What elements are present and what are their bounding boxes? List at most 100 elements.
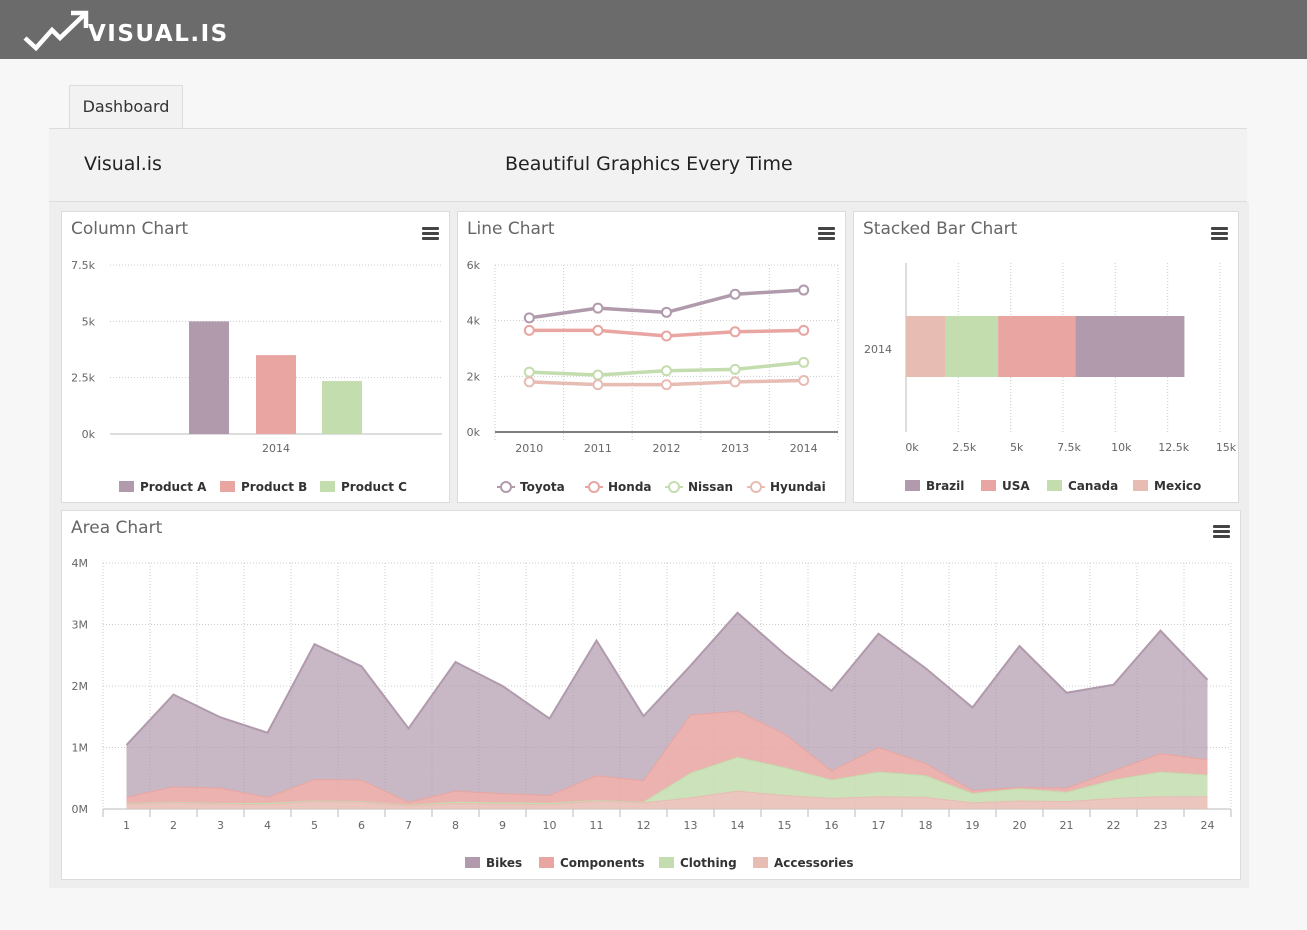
line-point: [729, 376, 741, 388]
area-x-tick-label: 19: [966, 819, 980, 832]
line-point: [661, 379, 672, 391]
area-y-tick-label: 4M: [72, 557, 89, 570]
line-point: [661, 306, 672, 318]
area-x-tick-label: 24: [1201, 819, 1215, 832]
area-x-tick-label: 7: [405, 819, 412, 832]
line-legend-marker: [588, 481, 600, 493]
area-chart-panel: Area Chart 0M 1M 2M 3M 4M 1 2 3 4 5 6 7 8 9 10 11 12 13 14…: [61, 510, 1241, 880]
area-legend-label: Components: [560, 856, 645, 870]
stacked-y-tick-label: 2014: [864, 343, 892, 356]
stacked-legend-swatch: [1133, 480, 1148, 491]
stacked-bar-segment-canada: [945, 316, 999, 377]
area-chart-title: Area Chart: [71, 518, 163, 538]
column-legend-label: Product A: [140, 480, 207, 494]
stacked-legend-swatch: [905, 480, 920, 491]
trend-arrow-logo-icon: [23, 10, 89, 52]
line-y-tick-label: 6k: [467, 259, 481, 272]
stacked-legend-label: USA: [1002, 479, 1030, 493]
area-chart-menu-icon[interactable]: [1213, 525, 1231, 539]
line-point: [523, 312, 535, 324]
stacked-legend-swatch: [981, 480, 996, 491]
column-y-tick-label: 0k: [82, 428, 96, 441]
area-legend-swatch: [465, 857, 480, 868]
column-legend-label: Product B: [241, 480, 307, 494]
area-x-tick-label: 6: [358, 819, 365, 832]
column-legend-swatch: [220, 481, 235, 492]
area-x-tick-label: 20: [1013, 819, 1027, 832]
area-legend-swatch: [659, 857, 674, 868]
line-y-tick-label: 4k: [467, 315, 481, 328]
line-legend-marker: [750, 481, 762, 493]
line-point: [729, 363, 741, 375]
column-chart-title: Column Chart: [71, 219, 189, 239]
area-x-tick-label: 4: [264, 819, 271, 832]
area-legend-label: Clothing: [680, 856, 737, 870]
area-x-tick-label: 23: [1154, 819, 1168, 832]
line-point: [661, 330, 672, 342]
area-x-tick-label: 5: [311, 819, 318, 832]
line-point: [523, 324, 535, 336]
area-y-tick-label: 1M: [72, 742, 89, 755]
line-chart-menu-icon[interactable]: [818, 227, 836, 241]
line-point: [592, 369, 604, 381]
area-series-line-accessories: [126, 790, 1208, 807]
column-chart-panel: Column Chart 0k 2.5k 5k 7.5k 2014 Product A Pr…: [61, 211, 450, 503]
line-point: [798, 375, 810, 387]
column-y-tick-label: 5k: [82, 315, 96, 328]
area-y-tick-label: 2M: [72, 680, 89, 693]
stacked-x-tick-label: 5k: [1010, 441, 1024, 454]
stacked-bar-chart-panel: Stacked Bar Chart 0k 2.5k 5k 7.5k 10k 12.5k 15…: [853, 211, 1239, 503]
area-x-tick-label: 9: [499, 819, 506, 832]
area-series-clothing: [126, 757, 1208, 806]
area-legend-swatch: [753, 857, 768, 868]
line-point: [729, 326, 741, 338]
tab-dashboard[interactable]: Dashboard: [69, 85, 183, 129]
stacked-x-tick-label: 7.5k: [1057, 441, 1081, 454]
line-point: [523, 376, 535, 388]
page-header: Visual.is Beautiful Graphics Every Time: [49, 128, 1247, 202]
line-point: [592, 324, 604, 336]
line-chart-title: Line Chart: [467, 219, 555, 239]
stacked-x-tick-label: 2.5k: [952, 441, 976, 454]
column-chart-svg: 0k 2.5k 5k 7.5k 2014 Product A Product B Produc…: [71, 259, 442, 494]
area-x-tick-label: 22: [1107, 819, 1121, 832]
line-y-tick-label: 0k: [467, 426, 481, 439]
line-point: [661, 365, 672, 377]
line-x-tick-label: 2014: [790, 442, 818, 455]
line-chart-panel: Line Chart 0k 2k 4k 6k 2010 2011 2012 2013 2014 T…: [457, 211, 846, 503]
stacked-bar-chart-svg: 0k 2.5k 5k 7.5k 10k 12.5k 15k 2014 Brazil USA Cana…: [864, 263, 1237, 493]
column-legend-swatch: [320, 481, 335, 492]
line-legend-label: Hyundai: [770, 480, 826, 494]
area-x-tick-label: 1: [123, 819, 130, 832]
column-bar: [322, 381, 362, 434]
stacked-x-tick-label: 12.5k: [1158, 441, 1189, 454]
area-x-tick-label: 13: [684, 819, 698, 832]
line-legend-marker: [668, 481, 680, 493]
line-legend-label: Toyota: [520, 480, 565, 494]
area-x-tick-label: 10: [543, 819, 557, 832]
area-y-tick-label: 0M: [72, 803, 89, 816]
stacked-x-tick-label: 15k: [1216, 441, 1237, 454]
stacked-legend-label: Mexico: [1154, 479, 1201, 493]
stacked-legend-label: Canada: [1068, 479, 1118, 493]
stacked-legend-swatch: [1047, 480, 1062, 491]
brand-name[interactable]: VISUAL.IS: [88, 21, 229, 47]
page-tagline: Beautiful Graphics Every Time: [505, 153, 793, 175]
area-series-components: [126, 711, 1208, 806]
top-bar: VISUAL.IS: [0, 0, 1307, 59]
column-bar: [189, 321, 229, 434]
line-y-tick-label: 2k: [467, 370, 481, 383]
line-legend-marker: [500, 481, 512, 493]
stacked-x-tick-label: 10k: [1111, 441, 1132, 454]
line-x-tick-label: 2011: [584, 442, 612, 455]
area-series-line-bikes: [125, 611, 1209, 746]
line-chart-svg: 0k 2k 4k 6k 2010 2011 2012 2013 2014 Toyota Honda N…: [467, 259, 839, 494]
stacked-bar-segment-usa: [998, 316, 1076, 377]
stacked-bar-segment-brazil: [1075, 316, 1185, 377]
line-point: [798, 284, 810, 296]
stacked-bar-segment-mexico: [906, 316, 946, 377]
column-chart-menu-icon[interactable]: [422, 227, 440, 241]
area-x-tick-label: 3: [217, 819, 224, 832]
stacked-bar-chart-menu-icon[interactable]: [1211, 227, 1229, 241]
